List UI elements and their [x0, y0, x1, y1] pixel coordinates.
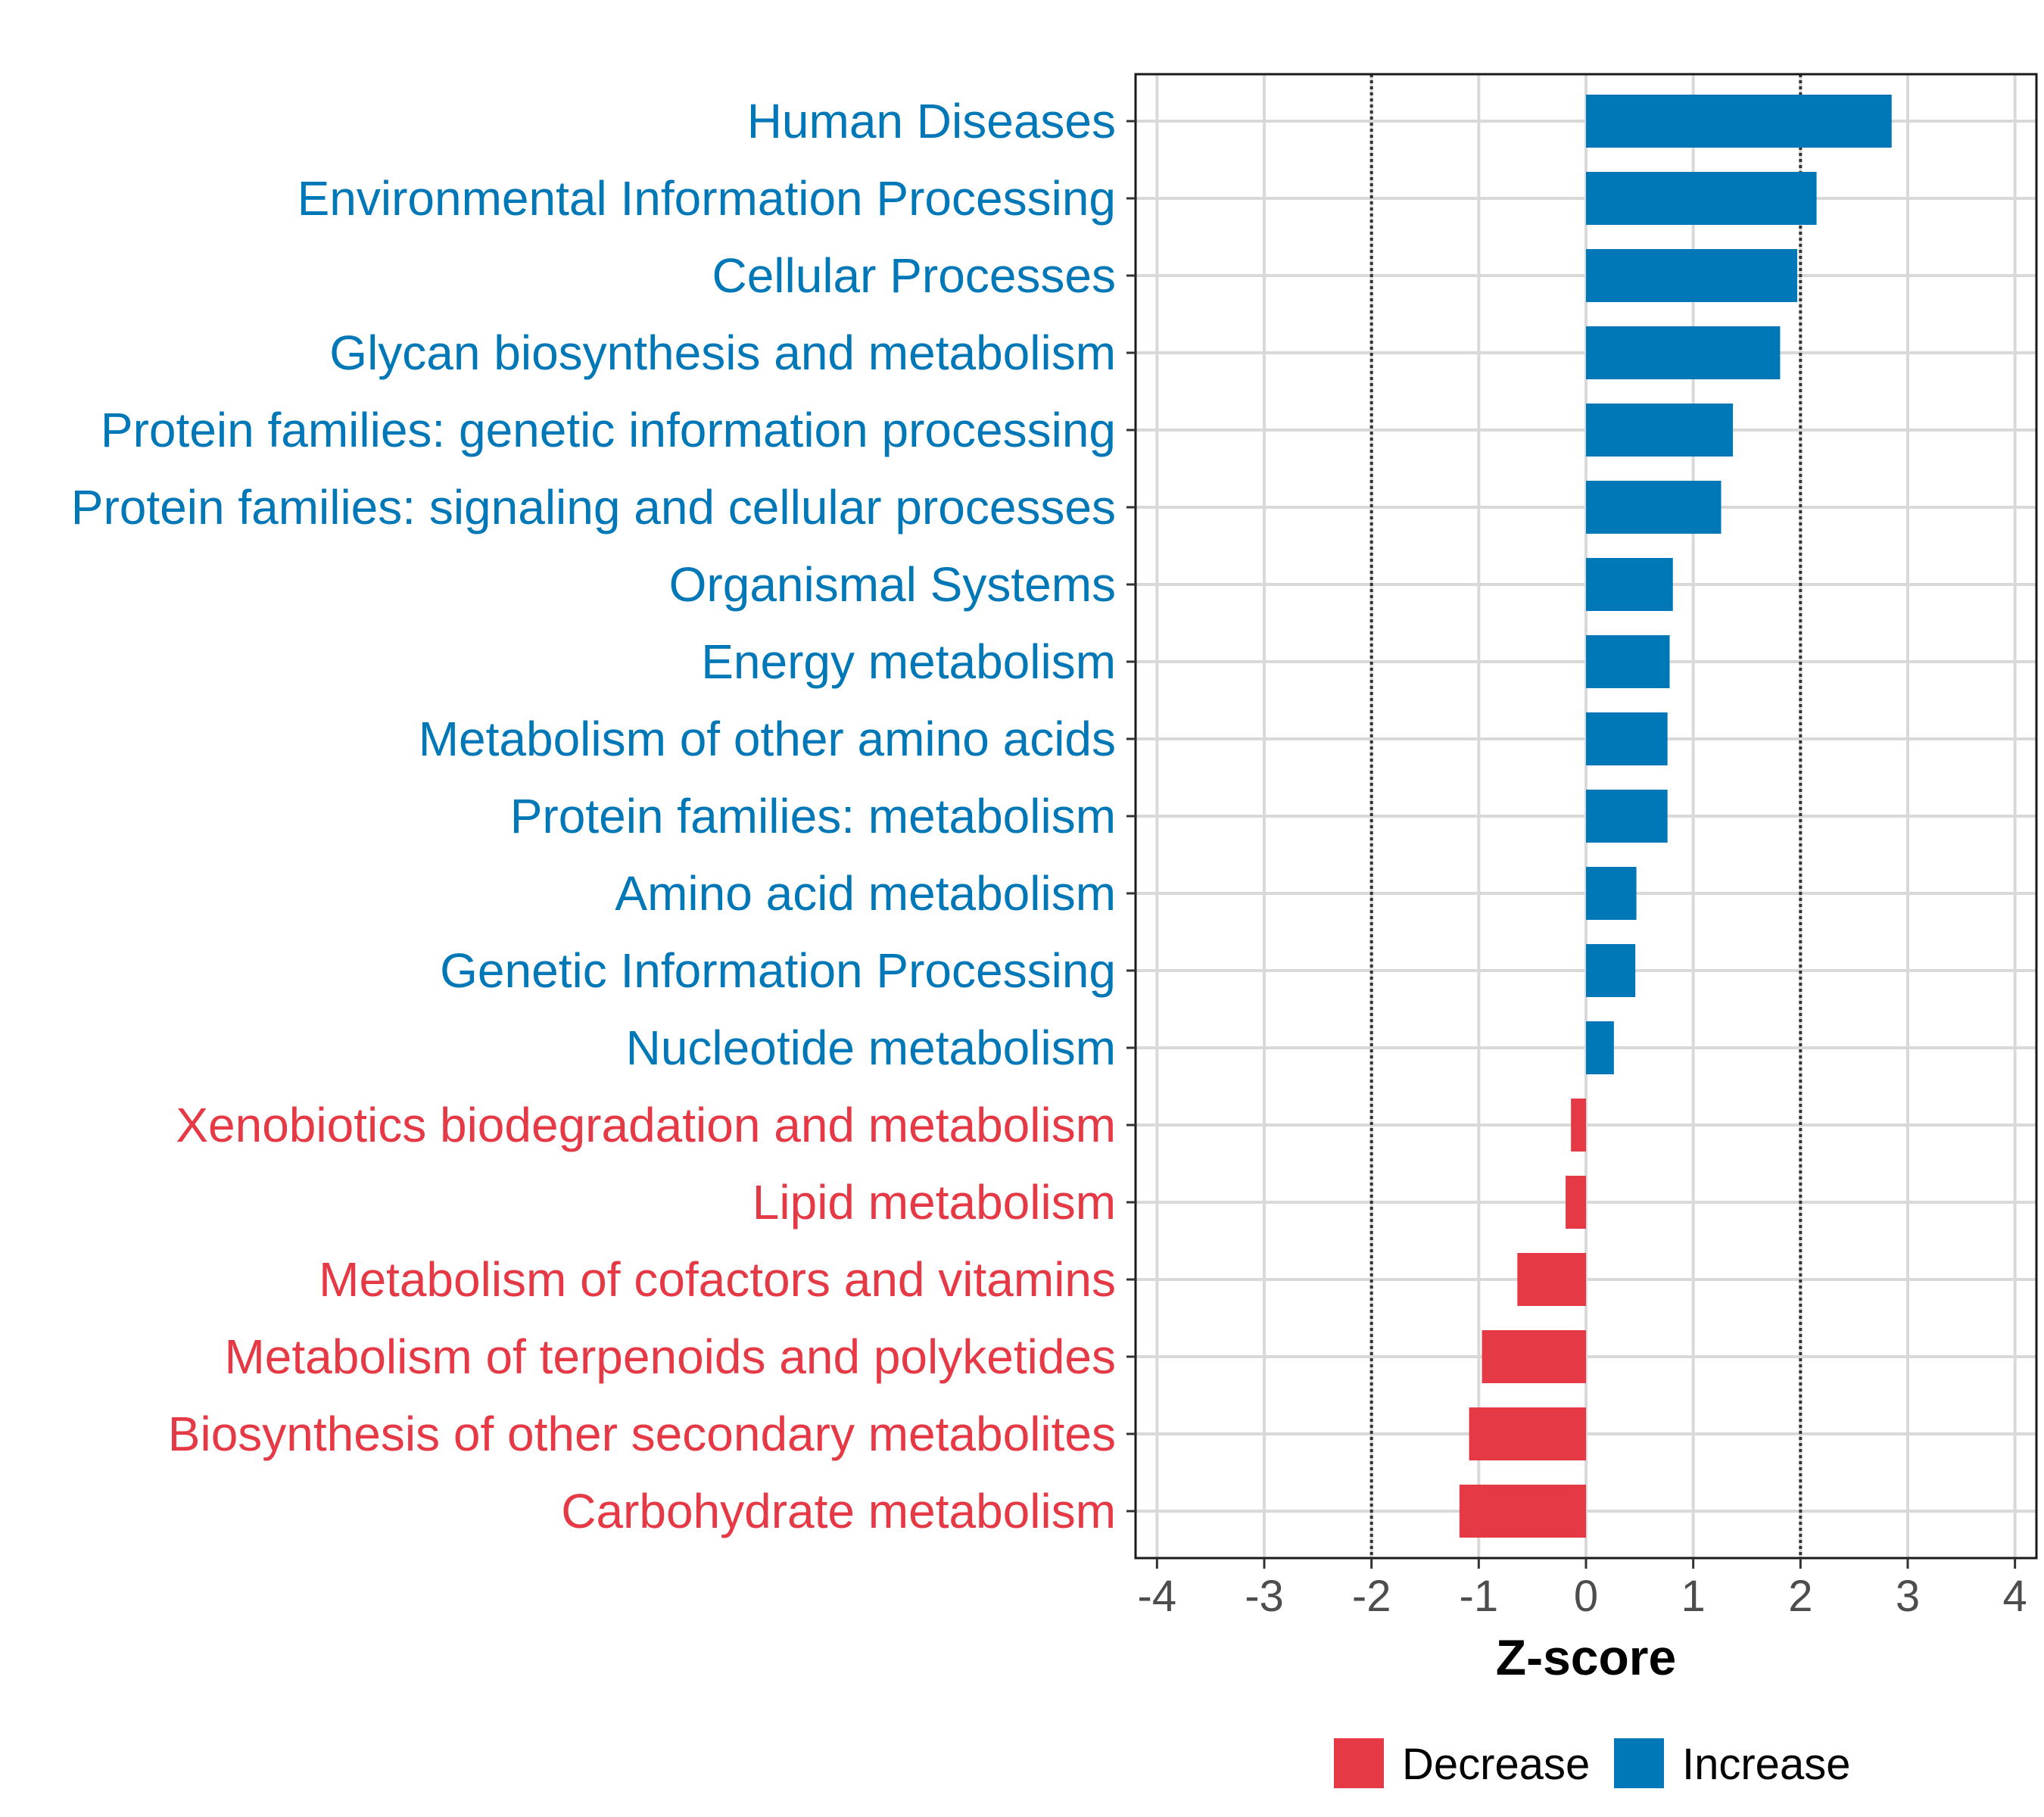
category-label-9: Protein families: metabolism	[510, 789, 1116, 843]
category-label-8: Metabolism of other amino acids	[419, 712, 1116, 766]
bar-10	[1586, 867, 1637, 920]
bar-16	[1482, 1330, 1586, 1383]
bar-12	[1586, 1021, 1614, 1074]
category-label-2: Cellular Processes	[712, 248, 1116, 303]
category-label-12: Nucleotide metabolism	[626, 1021, 1116, 1075]
category-label-16: Metabolism of terpenoids and polyketides	[224, 1329, 1116, 1384]
legend-label-decrease: Decrease	[1402, 1740, 1590, 1789]
category-label-10: Amino acid metabolism	[615, 866, 1116, 921]
x-tick-label-8: 4	[2003, 1572, 2027, 1621]
y-axis: Human Diseases Environmental Information …	[71, 94, 1136, 1538]
bars	[1459, 95, 1892, 1538]
bar-0	[1586, 95, 1892, 148]
category-label-15: Metabolism of cofactors and vitamins	[319, 1252, 1116, 1307]
bar-18	[1459, 1485, 1586, 1538]
bar-6	[1586, 558, 1673, 611]
category-label-7: Energy metabolism	[701, 634, 1116, 689]
category-label-11: Genetic Information Processing	[440, 943, 1116, 998]
category-label-4: Protein families: genetic information pr…	[101, 403, 1116, 457]
bar-2	[1586, 249, 1798, 302]
bar-8	[1586, 712, 1668, 765]
x-tick-label-6: 2	[1788, 1572, 1812, 1621]
category-label-17: Biosynthesis of other secondary metaboli…	[168, 1407, 1116, 1461]
x-tick-label-3: -1	[1460, 1572, 1499, 1621]
x-tick-label-7: 3	[1896, 1572, 1920, 1621]
legend-label-increase: Increase	[1682, 1740, 1850, 1789]
x-tick-label-5: 1	[1681, 1572, 1706, 1621]
bar-17	[1469, 1407, 1586, 1460]
x-tick-label-0: -4	[1138, 1572, 1177, 1621]
x-axis-title: Z-score	[1496, 1629, 1676, 1685]
bar-11	[1586, 944, 1636, 997]
category-label-13: Xenobiotics biodegradation and metabolis…	[176, 1098, 1116, 1152]
bar-9	[1586, 790, 1668, 843]
bar-5	[1586, 481, 1722, 534]
legend-swatch-decrease	[1334, 1738, 1384, 1788]
legend: Decrease Increase	[1334, 1738, 1850, 1789]
bar-7	[1586, 635, 1670, 688]
x-tick-label-1: -3	[1245, 1572, 1284, 1621]
category-label-6: Organismal Systems	[669, 557, 1116, 612]
category-label-14: Lipid metabolism	[752, 1175, 1116, 1230]
legend-swatch-increase	[1614, 1738, 1664, 1788]
bar-3	[1586, 326, 1781, 379]
category-label-1: Environmental Information Processing	[298, 171, 1116, 226]
reference-lines	[1369, 74, 1803, 1558]
x-tick-label-2: -2	[1352, 1572, 1391, 1621]
category-label-3: Glycan biosynthesis and metabolism	[329, 326, 1116, 380]
bar-13	[1571, 1099, 1586, 1152]
bar-14	[1566, 1176, 1586, 1229]
bar-4	[1586, 404, 1734, 457]
x-axis: -4 -3 -2 -1 0 1 2 3 4	[1138, 1558, 2027, 1621]
category-label-0: Human Diseases	[747, 94, 1116, 148]
bar-15	[1517, 1253, 1586, 1306]
category-label-18: Carbohydrate metabolism	[561, 1484, 1116, 1538]
category-label-5: Protein families: signaling and cellular…	[71, 480, 1116, 535]
bar-1	[1586, 172, 1817, 225]
x-tick-label-4: 0	[1574, 1572, 1598, 1621]
